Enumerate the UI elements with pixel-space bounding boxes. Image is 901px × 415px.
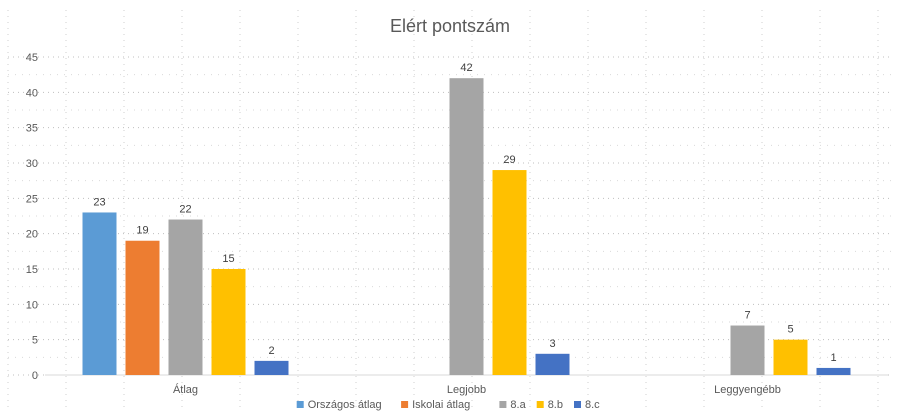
x-category-label: Leggyengébb xyxy=(714,384,781,396)
bar-8-c-3 xyxy=(816,367,851,375)
data-label: 7 xyxy=(744,310,750,322)
x-category-label: Legjobb xyxy=(447,384,486,396)
legend-label: Iskolai átlag xyxy=(412,399,470,411)
legend-swatch xyxy=(401,401,409,408)
bar-iskolai-tlag-1 xyxy=(125,240,160,375)
y-tick-label: 0 xyxy=(32,370,38,382)
bar-8-b-3 xyxy=(773,339,808,375)
y-tick-label: 10 xyxy=(26,299,38,311)
y-tick-label: 15 xyxy=(26,264,38,276)
legend-swatch xyxy=(536,401,544,408)
x-category-label: Átlag xyxy=(173,383,198,396)
bar-8-c-1 xyxy=(254,360,289,375)
data-label: 2 xyxy=(268,345,274,357)
data-label: 23 xyxy=(93,196,105,208)
bar-8-a-1 xyxy=(168,219,203,375)
legend-swatch xyxy=(296,401,304,408)
bar-8-b-1 xyxy=(211,269,246,375)
y-tick-label: 25 xyxy=(26,193,38,205)
bar-8-b-2 xyxy=(492,170,527,375)
y-tick-label: 40 xyxy=(26,87,38,99)
data-label: 1 xyxy=(830,352,836,364)
legend-label: 8.c xyxy=(585,399,600,411)
legend-label: Országos átlag xyxy=(308,399,382,411)
y-tick-label: 35 xyxy=(26,123,38,135)
legend-swatch xyxy=(574,401,581,408)
chart-title: Elért pontszám xyxy=(390,16,510,36)
data-label: 42 xyxy=(460,62,472,74)
data-label: 29 xyxy=(503,154,515,166)
y-tick-label: 30 xyxy=(26,158,38,170)
legend-swatch xyxy=(499,401,507,408)
y-tick-label: 5 xyxy=(32,335,38,347)
legend: Országos átlag Iskolai átlag 8.a 8.b 8.c xyxy=(296,399,600,411)
bars: 23 19 22 15 2 42 29 3 7 5 1 xyxy=(82,62,851,375)
data-label: 3 xyxy=(549,338,555,350)
bar-orsz-gos-tlag-1 xyxy=(82,212,117,375)
bar-8-a-3 xyxy=(730,325,765,375)
bar-8-c-2 xyxy=(535,353,570,375)
data-label: 22 xyxy=(179,204,191,216)
data-label: 19 xyxy=(136,225,148,237)
legend-label: 8.b xyxy=(548,399,563,411)
bar-8-a-2 xyxy=(449,78,484,375)
data-label: 15 xyxy=(222,253,234,265)
data-label: 5 xyxy=(787,324,793,336)
y-tick-label: 45 xyxy=(26,52,38,64)
x-axis: Átlag Legjobb Leggyengébb xyxy=(173,383,781,396)
legend-label: 8.a xyxy=(510,399,526,411)
y-tick-label: 20 xyxy=(26,229,38,241)
